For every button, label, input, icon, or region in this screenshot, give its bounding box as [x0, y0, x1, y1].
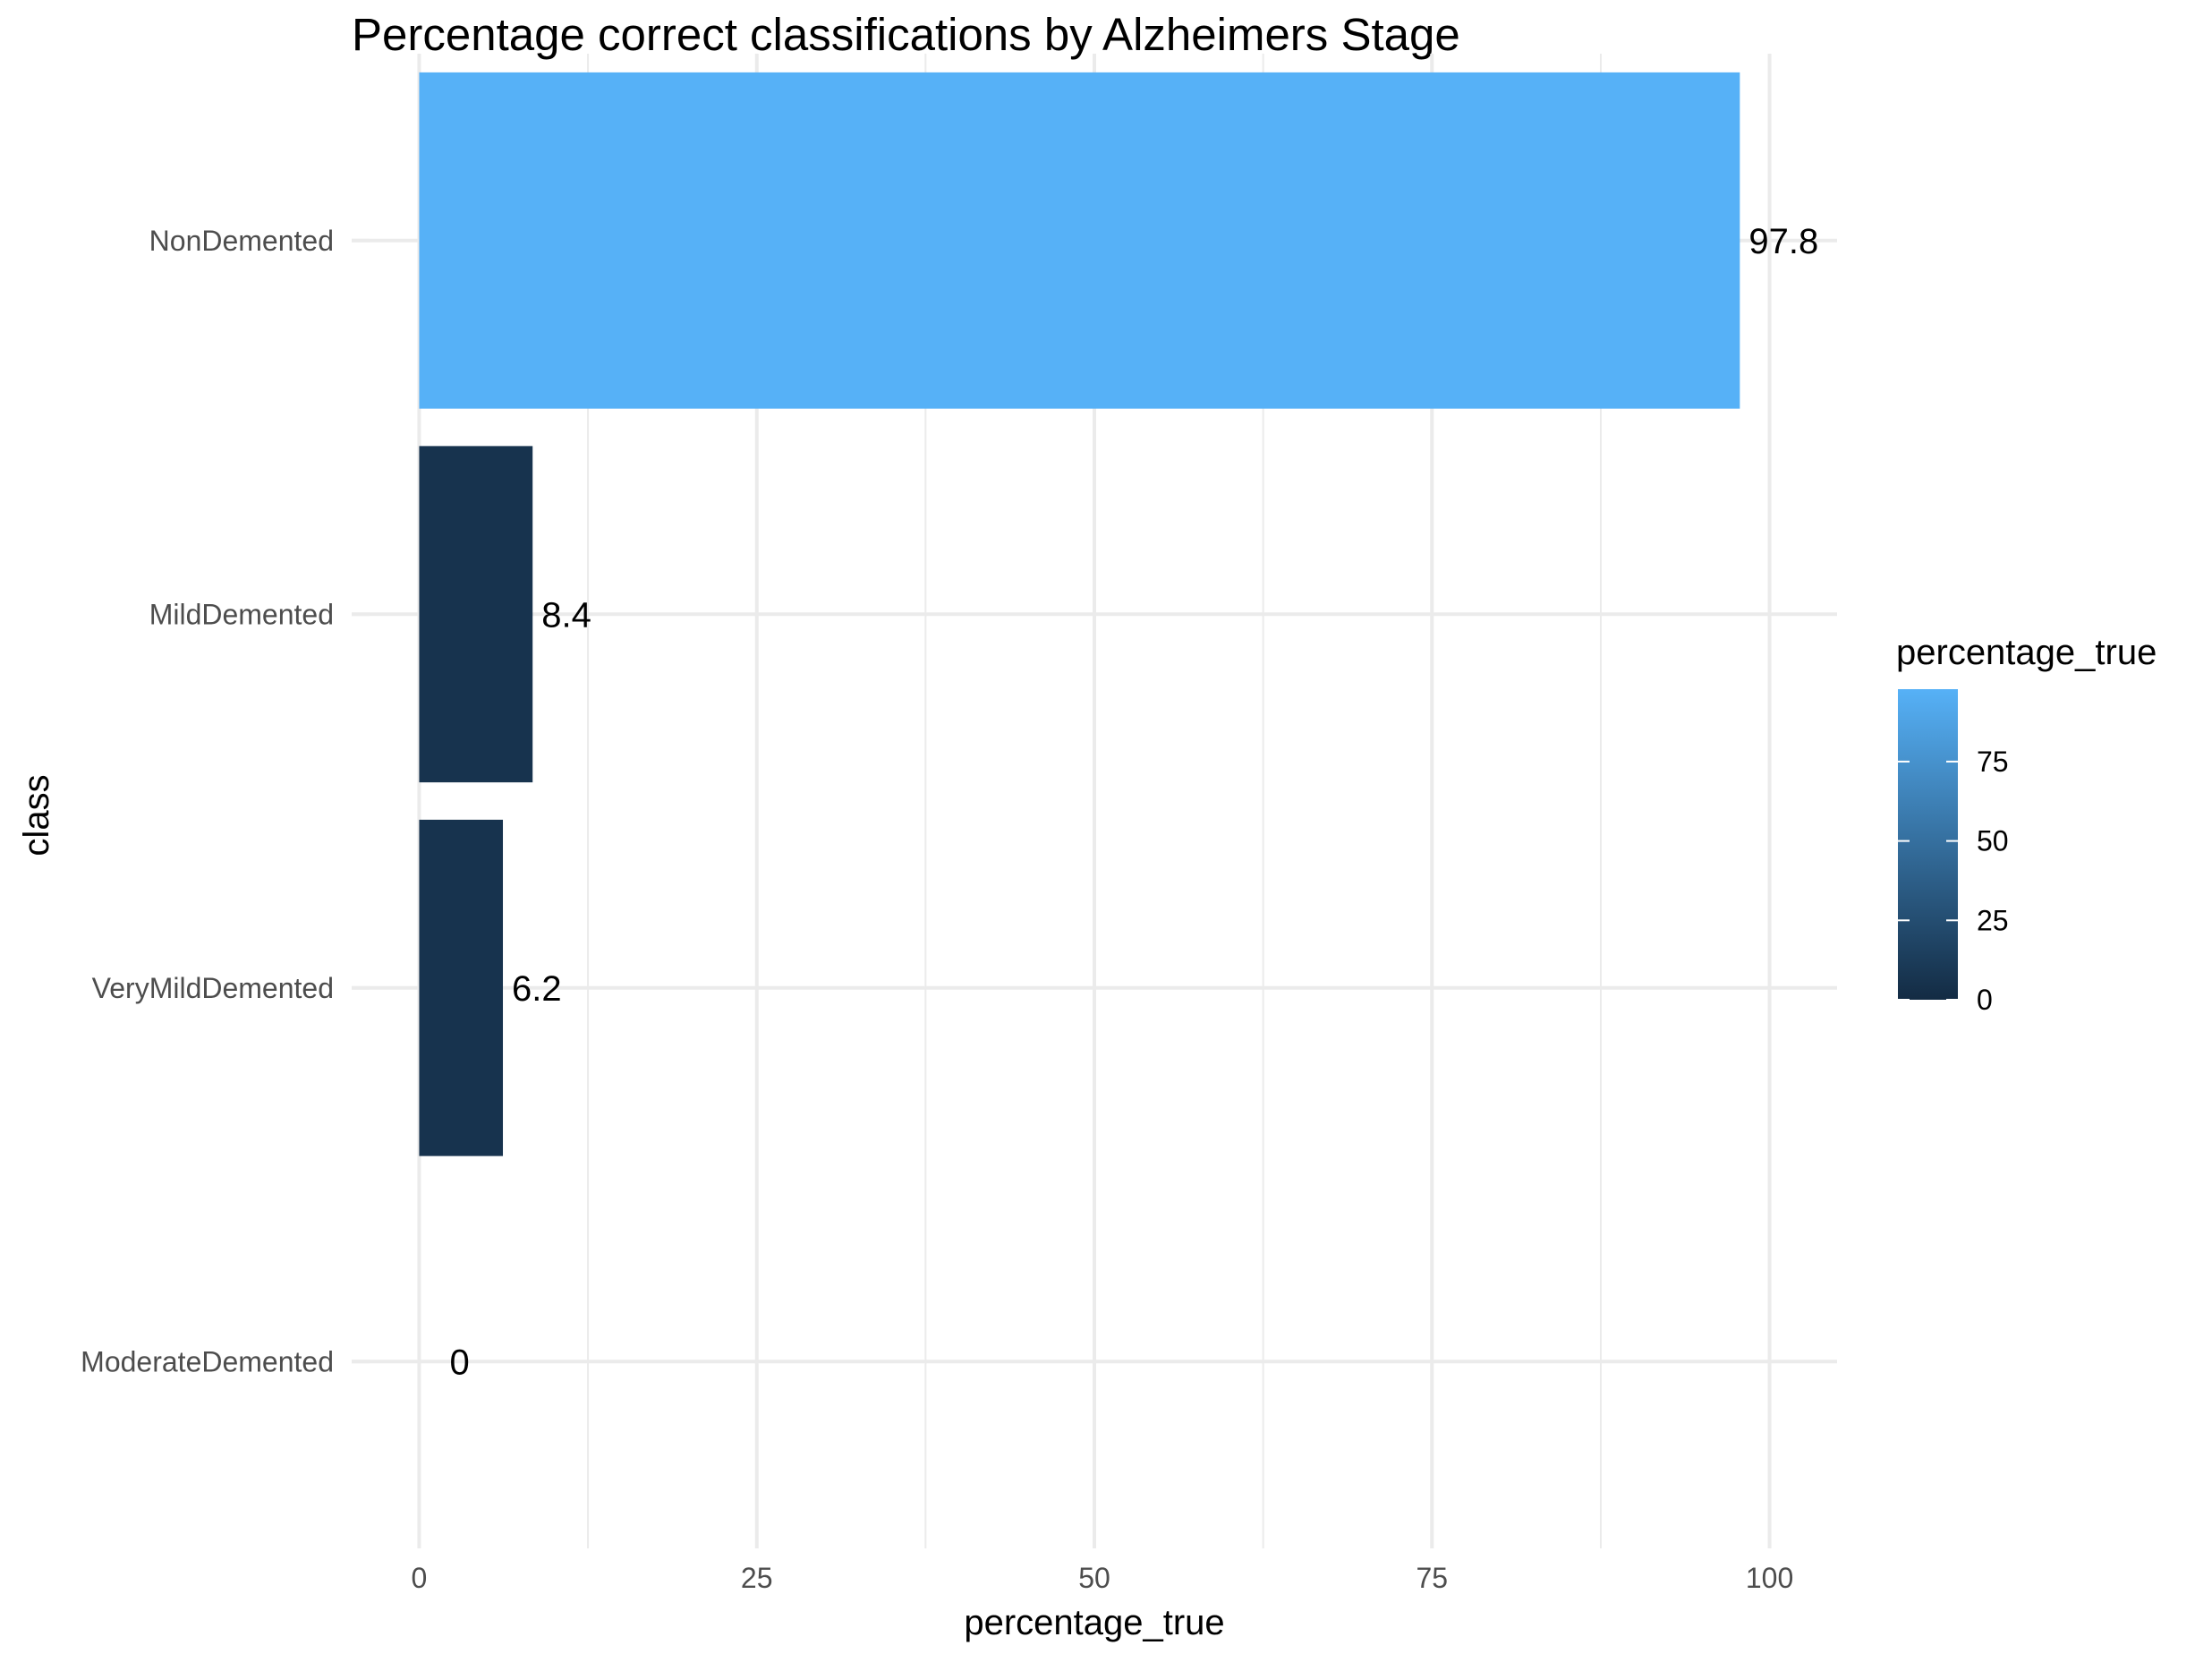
data-label-VeryMildDemented: 6.2 [512, 969, 562, 1009]
legend-tick-label: 75 [1977, 746, 2009, 778]
x-tick-label: 75 [1416, 1562, 1448, 1594]
legend-tick-label: 0 [1977, 984, 1993, 1016]
y-tick-label-VeryMildDemented: VeryMildDemented [92, 972, 334, 1004]
y-tick-label-NonDemented: NonDemented [149, 225, 334, 257]
x-tick-label: 50 [1078, 1562, 1110, 1594]
legend-ticks: 0 25 50 75 [1898, 746, 2009, 1016]
y-tick-label-MildDemented: MildDemented [149, 598, 334, 630]
x-tick-label: 100 [1746, 1562, 1793, 1594]
y-tick-labels: NonDemented MildDemented VeryMildDemented M… [81, 225, 370, 1377]
legend-title: percentage_true [1896, 633, 2157, 672]
legend-colorbar [1898, 689, 1958, 1000]
bar-NonDemented [419, 72, 1740, 409]
x-tick-label: 25 [741, 1562, 773, 1594]
data-label-ModerateDemented: 0 [449, 1343, 469, 1382]
y-axis-title: class [17, 774, 56, 856]
x-axis-title: percentage_true [964, 1603, 1224, 1642]
data-label-NonDemented: 97.8 [1748, 222, 1818, 261]
bar-MildDemented [419, 446, 533, 783]
x-tick-labels: 0 25 50 75 100 [412, 1562, 1794, 1594]
legend-tick-label: 25 [1977, 904, 2009, 936]
y-tick-label-ModerateDemented: ModerateDemented [81, 1345, 334, 1377]
data-label-MildDemented: 8.4 [541, 595, 591, 635]
legend-tick-label: 50 [1977, 825, 2009, 857]
chart-title: Percentage correct classifications by Al… [352, 9, 1460, 60]
data-labels: 97.8 8.4 6.2 0 [449, 222, 1818, 1383]
legend: percentage_true 0 25 50 75 [1896, 633, 2157, 1016]
bars [419, 72, 1740, 1156]
bar-VeryMildDemented [419, 819, 504, 1156]
x-tick-label: 0 [412, 1562, 428, 1594]
